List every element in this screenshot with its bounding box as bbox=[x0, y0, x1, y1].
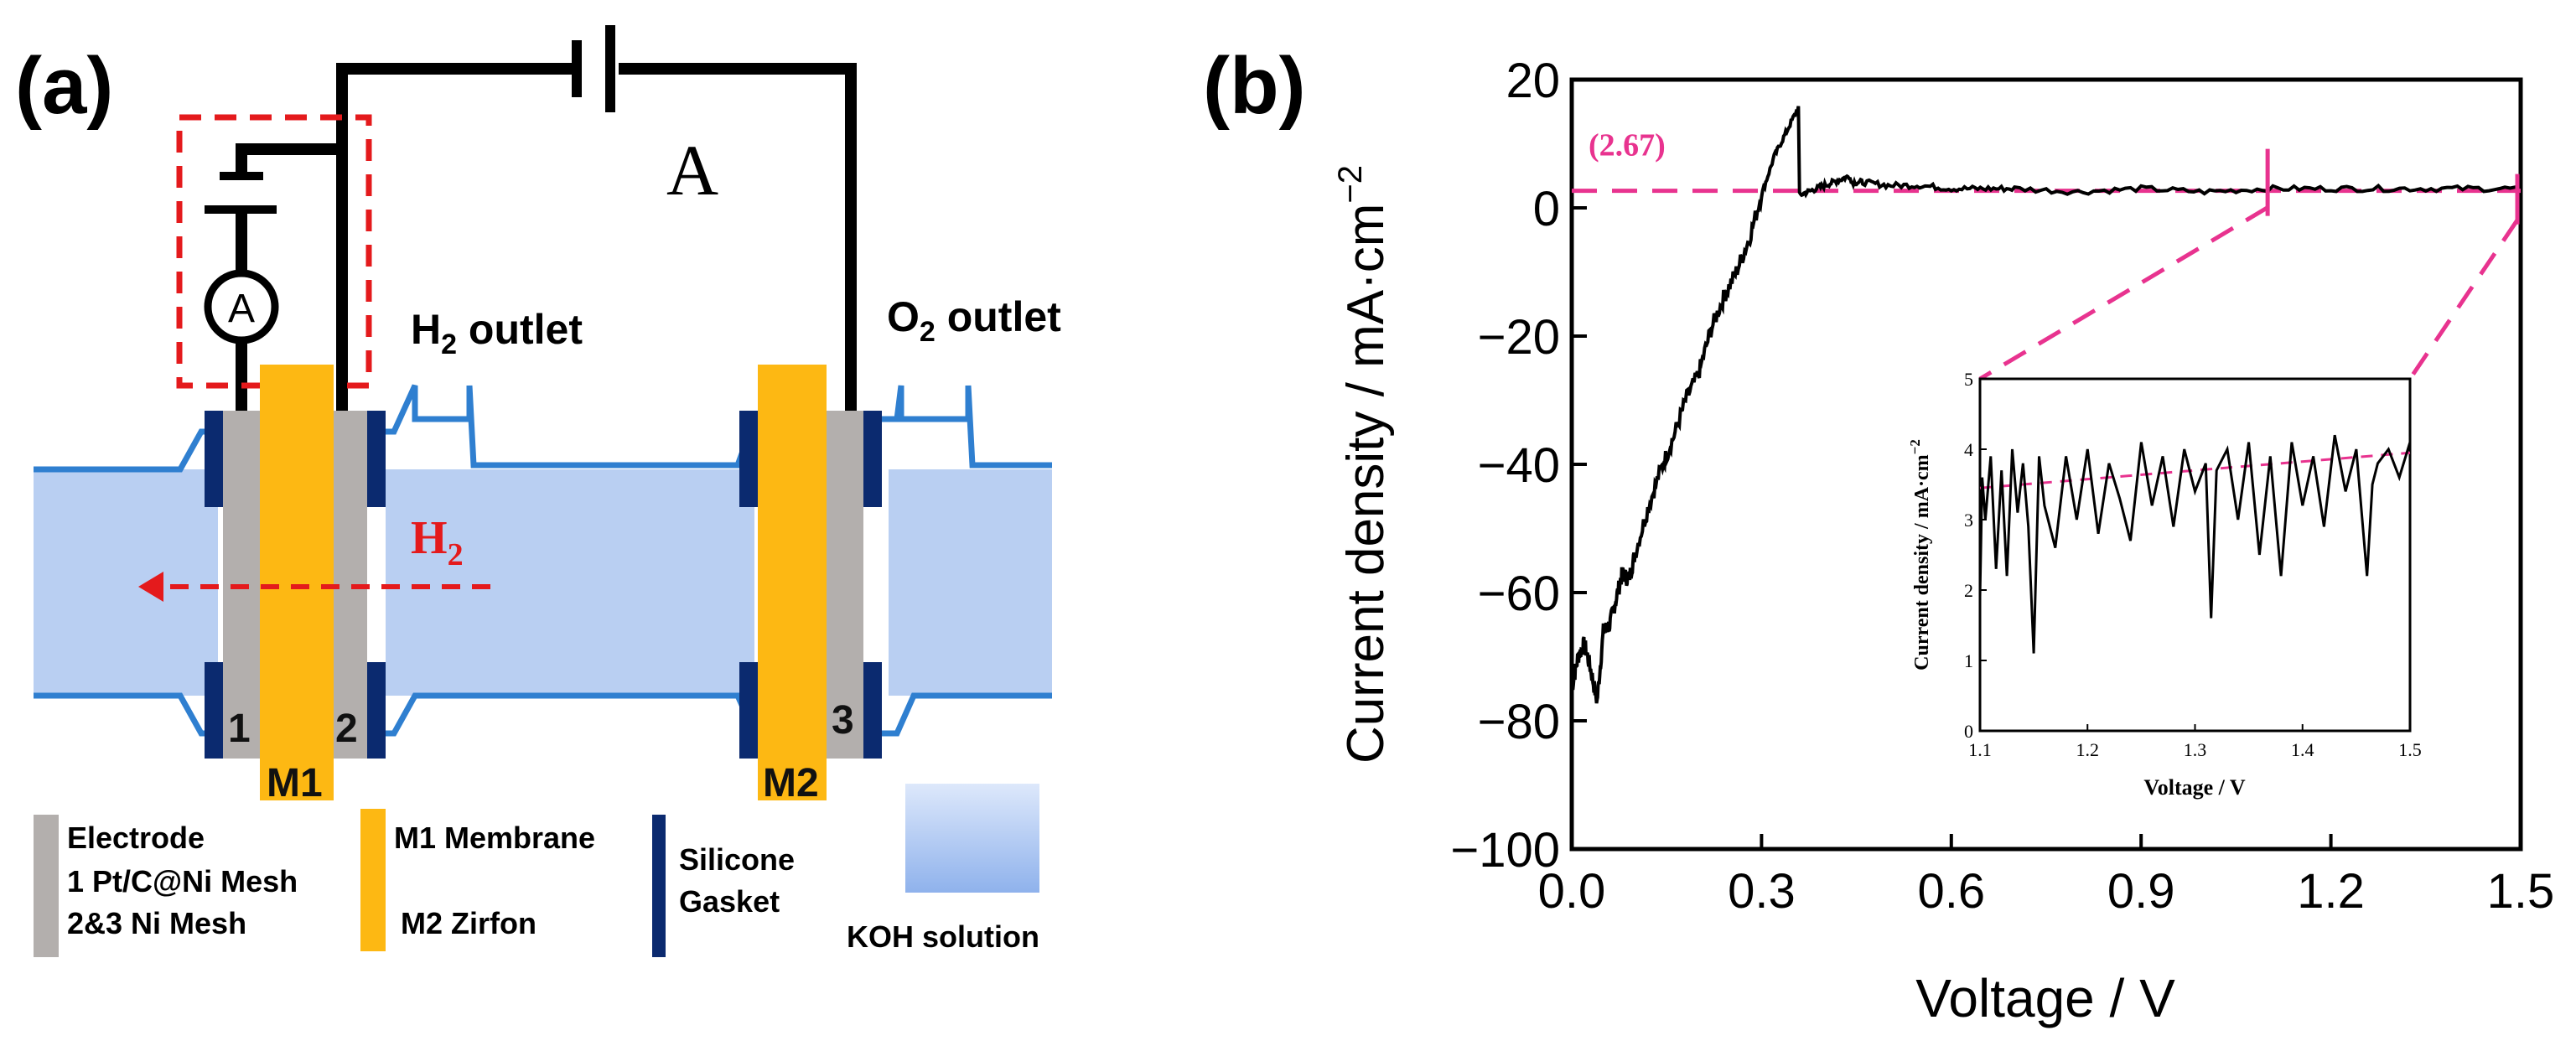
main-y-tick-label: 20 bbox=[1506, 54, 1560, 108]
ammeter-symbol: A bbox=[228, 287, 255, 331]
gasket-2a bbox=[367, 411, 386, 507]
inset-y-tick-label: 2 bbox=[1964, 580, 1973, 601]
inset-series-line bbox=[1978, 434, 2412, 654]
electrode-number-3: 3 bbox=[832, 698, 854, 743]
gasket-4b bbox=[863, 662, 882, 759]
power-circuit bbox=[205, 25, 857, 411]
legend-membrane-line1: M1 Membrane bbox=[394, 821, 595, 855]
gasket-3b bbox=[739, 662, 758, 759]
electrode-3 bbox=[827, 411, 863, 759]
panel-b-label: (b) bbox=[1203, 41, 1306, 131]
electrode-stack-right bbox=[739, 365, 882, 800]
main-y-tick-label: −100 bbox=[1450, 823, 1560, 878]
electrode-number-2: 2 bbox=[335, 707, 358, 751]
legend-koh-swatch bbox=[905, 784, 1039, 893]
tank-outline-bottom bbox=[34, 692, 1052, 737]
koh-solution-middle bbox=[386, 469, 754, 696]
inset-x-tick-label: 1.2 bbox=[2076, 739, 2100, 760]
main-y-tick-label: −20 bbox=[1478, 310, 1560, 365]
electrolyzer-tank bbox=[34, 384, 1052, 737]
gasket-1b bbox=[205, 662, 223, 759]
legend-electrode-swatch bbox=[34, 815, 59, 957]
ammeter-icon bbox=[204, 269, 279, 344]
inset-y-axis-label: Current density / mA·cm−2 bbox=[1907, 439, 1933, 671]
gasket-1a bbox=[205, 411, 223, 507]
main-y-tick-label: −60 bbox=[1478, 567, 1560, 621]
tank-outline-top bbox=[34, 384, 1052, 473]
main-y-tick-label: −40 bbox=[1478, 438, 1560, 493]
inset-plot-background bbox=[1966, 379, 2410, 731]
main-y-ticks: −100 −80 −60 −40 −20 0 20 bbox=[1450, 54, 1587, 878]
inset-x-axis-label: Voltage / V bbox=[2143, 775, 2246, 800]
membrane-label-m2: M2 bbox=[763, 761, 819, 805]
main-x-tick-label: 0.3 bbox=[1728, 864, 1796, 919]
panel-a: (a) A A bbox=[15, 25, 1061, 957]
koh-solution-right bbox=[889, 469, 1052, 696]
battery-label: A bbox=[666, 130, 718, 210]
legend-membrane-line2: M2 Zirfon bbox=[401, 906, 536, 940]
legend-gasket-swatch bbox=[652, 815, 666, 957]
inset-x-tick-label: 1.1 bbox=[1968, 739, 1992, 760]
panel-a-label: (a) bbox=[15, 41, 113, 131]
ammeter-dashed-box bbox=[176, 114, 372, 389]
main-x-axis-label: Voltage / V bbox=[1915, 968, 2175, 1028]
gasket-2b bbox=[367, 662, 386, 759]
main-series-line bbox=[1570, 106, 2522, 704]
wire-ammeter bbox=[236, 143, 342, 172]
h2-flow-arrowhead bbox=[138, 572, 163, 602]
legend: Electrode 1 Pt/C@Ni Mesh 2&3 Ni Mesh M1 … bbox=[34, 784, 1039, 957]
membrane-m2 bbox=[758, 365, 827, 800]
h2-outlet-label: H2 outlet bbox=[411, 306, 583, 360]
main-x-tick-label: 0.0 bbox=[1538, 864, 1606, 919]
electrode-number-1: 1 bbox=[228, 707, 251, 751]
main-x-tick-label: 0.9 bbox=[2107, 864, 2175, 919]
legend-membrane-swatch bbox=[360, 809, 386, 951]
inset-x-ticks: 1.1 1.2 1.3 1.4 1.5 bbox=[1968, 724, 2422, 760]
reference-annotation: (2.67) bbox=[1589, 128, 1666, 163]
gasket-4a bbox=[863, 411, 882, 507]
inset-y-tick-label: 5 bbox=[1964, 369, 1973, 390]
inset-x-tick-label: 1.3 bbox=[2184, 739, 2207, 760]
main-x-tick-label: 1.5 bbox=[2487, 864, 2555, 919]
zoom-connector-right bbox=[2408, 219, 2520, 381]
legend-electrode-line2: 1 Pt/C@Ni Mesh bbox=[67, 864, 298, 898]
main-x-ticks: 0.0 0.3 0.6 0.9 1.2 1.5 bbox=[1538, 834, 2555, 919]
inset-y-tick-label: 4 bbox=[1964, 439, 1973, 460]
wire-top bbox=[336, 63, 577, 411]
inset-y-tick-label: 1 bbox=[1964, 650, 1973, 671]
membrane-label-m1: M1 bbox=[267, 761, 323, 805]
legend-electrode-line3: 2&3 Ni Mesh bbox=[67, 906, 246, 940]
inset-trend-line bbox=[1979, 451, 2411, 489]
main-x-tick-label: 1.2 bbox=[2297, 864, 2365, 919]
main-y-tick-label: 0 bbox=[1533, 182, 1560, 236]
legend-electrode-line1: Electrode bbox=[67, 821, 205, 855]
o2-outlet-label: O2 outlet bbox=[887, 293, 1061, 348]
h2-flow-label: H2 bbox=[411, 512, 464, 572]
koh-solution-left bbox=[34, 469, 218, 696]
inset-x-tick-label: 1.5 bbox=[2398, 739, 2422, 760]
inset-chart: 0 1 2 3 4 5 1.1 1.2 1.3 1.4 1.5 Current density /… bbox=[1907, 369, 2422, 800]
legend-gasket-line2: Gasket bbox=[679, 884, 780, 919]
gasket-3a bbox=[739, 411, 758, 507]
legend-koh-label: KOH solution bbox=[847, 919, 1039, 954]
zoom-connector-left bbox=[1978, 205, 2269, 381]
inset-y-tick-label: 3 bbox=[1964, 510, 1973, 531]
inset-y-tick-label: 0 bbox=[1964, 721, 1973, 742]
membrane-m1 bbox=[260, 365, 334, 800]
wire-top-right bbox=[619, 63, 857, 411]
electrode-stack-left bbox=[205, 365, 386, 800]
legend-gasket-line1: Silicone bbox=[679, 842, 795, 877]
main-y-tick-label: −80 bbox=[1478, 695, 1560, 749]
main-x-tick-label: 0.6 bbox=[1917, 864, 1985, 919]
inset-x-tick-label: 1.4 bbox=[2291, 739, 2314, 760]
main-y-axis-label: Current density / mA·cm−2 bbox=[1332, 165, 1395, 764]
